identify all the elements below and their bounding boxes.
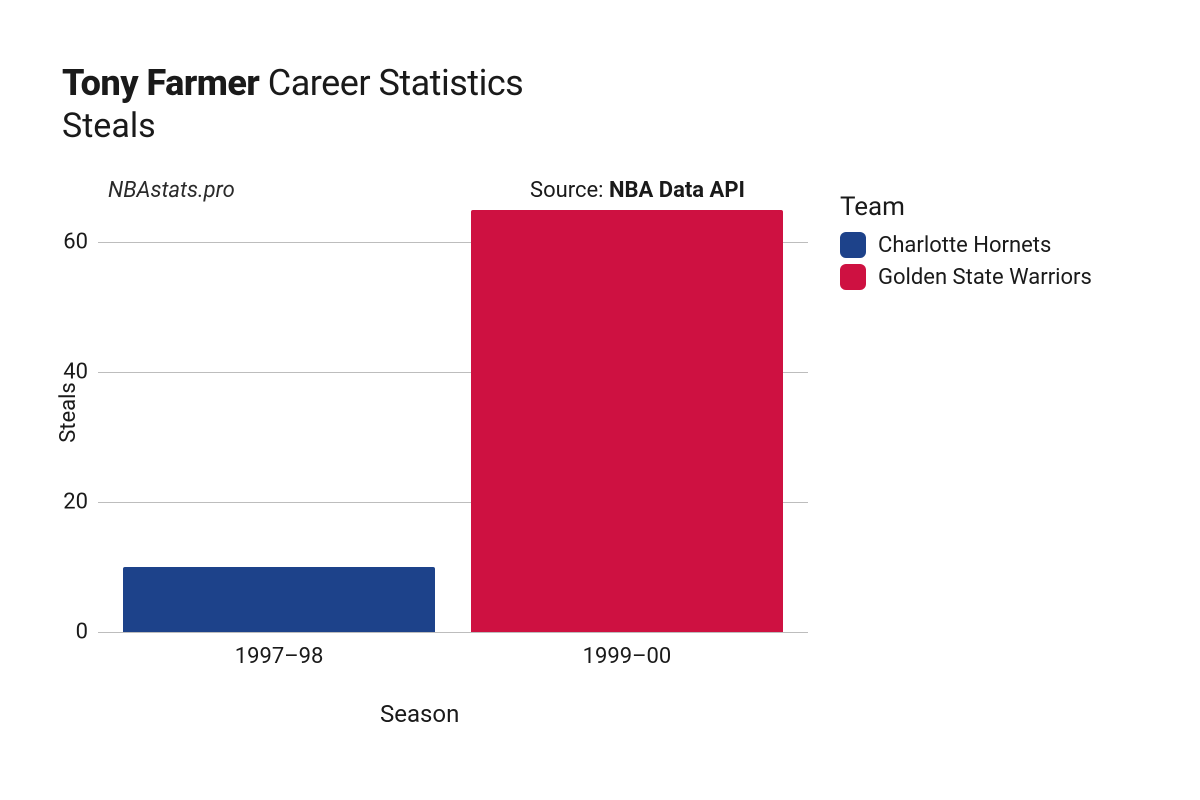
source-label: Source: NBA Data API — [530, 178, 745, 203]
y-tick-label: 0 — [76, 620, 88, 645]
y-tick-label: 60 — [63, 230, 88, 255]
x-tick-label: 1999–00 — [583, 644, 672, 669]
legend-label: Charlotte Hornets — [878, 233, 1051, 258]
chart-subtitle: Steals — [62, 106, 523, 146]
legend-swatch — [840, 232, 866, 258]
legend-item: Golden State Warriors — [840, 264, 1092, 290]
chart-title-block: Tony Farmer Career Statistics Steals — [62, 62, 523, 146]
legend-title: Team — [840, 192, 1092, 222]
y-tick-label: 20 — [63, 490, 88, 515]
legend: Team Charlotte Hornets Golden State Warri… — [840, 192, 1092, 296]
chart-container: Tony Farmer Career Statistics Steals NBA… — [0, 0, 1200, 800]
title-player-name: Tony Farmer — [62, 62, 259, 104]
x-axis-title: Season — [380, 700, 459, 728]
bar — [123, 567, 435, 632]
chart-title-line1: Tony Farmer Career Statistics — [62, 62, 523, 104]
legend-swatch — [840, 264, 866, 290]
y-axis-title: Steals — [56, 382, 81, 443]
title-rest: Career Statistics — [259, 62, 523, 104]
bar — [471, 210, 783, 632]
grid-line — [98, 632, 808, 633]
source-name: NBA Data API — [609, 178, 745, 203]
x-tick-label: 1997–98 — [235, 644, 324, 669]
source-prefix: Source: — [530, 178, 609, 203]
legend-item: Charlotte Hornets — [840, 232, 1092, 258]
y-tick-label: 40 — [63, 360, 88, 385]
site-watermark: NBAstats.pro — [108, 178, 235, 203]
legend-label: Golden State Warriors — [878, 265, 1092, 290]
plot-area: 02040601997–981999–00 — [98, 210, 808, 632]
